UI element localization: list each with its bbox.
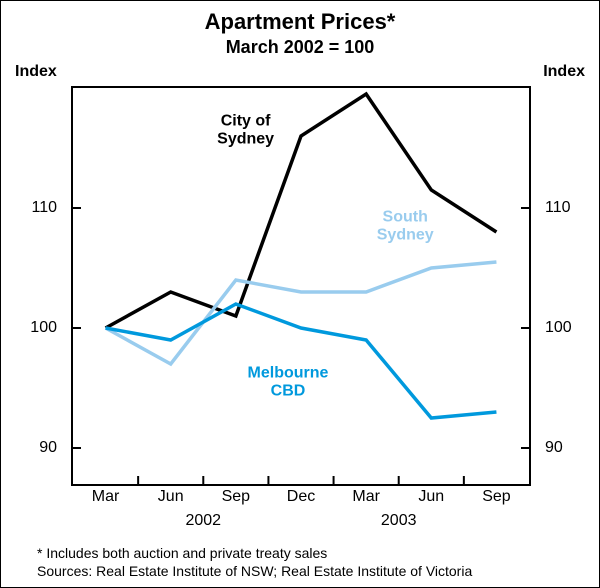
y-tick-label-left: 110 xyxy=(0,199,57,217)
chart-sources: Sources: Real Estate Institute of NSW; R… xyxy=(37,563,472,579)
y-axis-label-left: Index xyxy=(15,63,57,81)
x-tick-label: Jun xyxy=(158,488,184,506)
y-tick-label-left: 90 xyxy=(0,439,57,457)
chart-container: Apartment Prices* March 2002 = 100 Index… xyxy=(0,0,600,588)
chart-footnote: * Includes both auction and private trea… xyxy=(37,545,327,561)
chart-title: Apartment Prices* xyxy=(1,9,599,35)
x-tick-label: Jun xyxy=(418,488,444,506)
x-tick-label: Sep xyxy=(482,488,510,506)
series-line xyxy=(106,262,497,364)
plot-area: 9090100100110110MarJunSepDecMarJunSep200… xyxy=(71,86,531,486)
y-tick-label-left: 100 xyxy=(0,319,57,337)
chart-subtitle: March 2002 = 100 xyxy=(1,37,599,58)
series-label: City of Sydney xyxy=(217,112,274,147)
x-tick-label: Mar xyxy=(352,488,380,506)
y-tick-label-right: 110 xyxy=(545,199,600,217)
y-axis-label-right: Index xyxy=(543,63,585,81)
x-year-label: 2002 xyxy=(185,512,221,530)
chart-svg xyxy=(73,88,529,484)
y-tick-label-right: 100 xyxy=(545,319,600,337)
series-label: South Sydney xyxy=(377,208,434,243)
y-tick-label-right: 90 xyxy=(545,439,600,457)
x-tick-label: Sep xyxy=(222,488,250,506)
x-tick-label: Mar xyxy=(92,488,120,506)
series-label: Melbourne CBD xyxy=(248,364,329,399)
x-year-label: 2003 xyxy=(381,512,417,530)
x-tick-label: Dec xyxy=(287,488,315,506)
